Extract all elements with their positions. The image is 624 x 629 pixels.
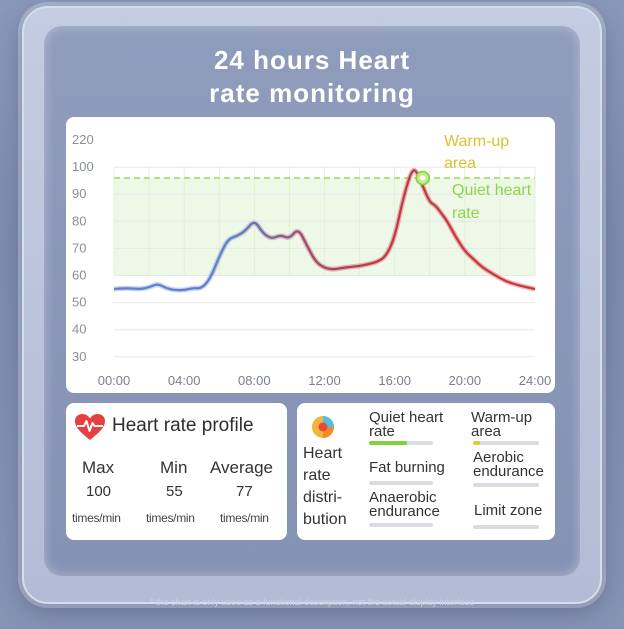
min-value: 55	[166, 483, 183, 500]
y-tick-label: 70	[72, 240, 86, 255]
distribution-title-line: bution	[303, 511, 347, 528]
zone-label-line: Limit zone	[474, 502, 543, 519]
y-tick-label: 100	[72, 159, 94, 174]
min-label: Min	[160, 458, 188, 477]
heart-rate-chart: 220 100 90 80 70 60 50 40 30 00:00 04:00 08:00 12:00…	[66, 117, 555, 393]
zone-fat-burning-label: Fat burning	[369, 459, 445, 476]
x-tick-label: 20:00	[449, 373, 482, 388]
average-value: 77	[236, 483, 253, 500]
zone-label-line: area	[471, 423, 502, 440]
zone-anaerobic-endurance-bar	[369, 523, 433, 527]
zone-warm-up-area-label: Warm-up area	[471, 409, 533, 440]
max-value: 100	[86, 483, 112, 500]
y-tick-label: 60	[72, 268, 86, 283]
annotation-quiet-line1: Quiet heart	[452, 182, 532, 199]
zone-label-line: rate	[369, 423, 395, 440]
y-tick-label: 40	[72, 322, 86, 337]
zone-label-line: Quiet heart	[369, 409, 444, 426]
average-label: Average	[210, 458, 274, 477]
quiet-heart-rate-marker-center	[420, 175, 426, 181]
y-tick-label: 30	[72, 349, 86, 364]
chart-svg: 220 100 90 80 70 60 50 40 30 00:00 04:00 08:00 12:00…	[72, 132, 552, 388]
zone-warm-up-area-bar	[473, 441, 539, 445]
x-tick-label: 00:00	[98, 373, 131, 388]
zone-limit-zone-bar	[473, 525, 539, 529]
footnote: * the chart is only used as a functional…	[149, 597, 475, 607]
annotation-quiet-line2: rate	[452, 205, 480, 222]
zone-quiet-heart-rate-bar	[369, 441, 433, 445]
zone-bar-fill	[473, 441, 480, 445]
distribution-title: Heart rate distri- bution	[303, 443, 365, 531]
heart-rate-line	[113, 169, 536, 292]
distribution-title-line: distri-	[303, 489, 343, 506]
page-title: 24 hours Heart rate monitoring	[44, 44, 580, 110]
y-tick-label: 80	[72, 213, 86, 228]
y-tick-label: 220	[72, 132, 94, 147]
y-tick-label: 50	[72, 295, 86, 310]
distribution-title-line: rate	[303, 467, 331, 484]
zone-bar-fill	[369, 441, 408, 445]
pie-chart-icon	[312, 416, 334, 438]
max-label: Max	[82, 458, 115, 477]
heart-rate-profile-card: Heart rate profile Max Min Average 100 5…	[66, 403, 287, 540]
x-tick-label: 12:00	[308, 373, 341, 388]
zone-label-line: endurance	[369, 503, 440, 520]
zone-label-line: Fat burning	[369, 459, 445, 476]
x-tick-label: 08:00	[238, 373, 271, 388]
title-line-2: rate monitoring	[209, 78, 415, 108]
zone-limit-zone-label: Limit zone	[474, 502, 543, 519]
distribution-title-line: Heart	[303, 445, 343, 462]
zone-fat-burning-bar	[369, 481, 433, 485]
title-line-1: 24 hours Heart	[213, 45, 411, 75]
zone-aerobic-endurance-label: Aerobic endurance	[473, 449, 544, 480]
zone-quiet-heart-rate-label: Quiet heart rate	[369, 409, 444, 440]
zone-label-line: Warm-up	[471, 409, 533, 426]
profile-title: Heart rate profile	[112, 415, 254, 436]
zone-label-line: Anaerobic	[369, 489, 437, 506]
min-unit: times/min	[146, 511, 195, 525]
x-tick-label: 16:00	[378, 373, 411, 388]
zone-label-line: Aerobic	[473, 449, 524, 466]
average-unit: times/min	[220, 511, 269, 525]
x-tick-label: 04:00	[168, 373, 201, 388]
heart-pulse-icon	[75, 414, 105, 440]
zone-anaerobic-endurance-label: Anaerobic endurance	[369, 489, 440, 520]
x-tick-label: 24:00	[519, 373, 552, 388]
y-tick-label: 90	[72, 186, 86, 201]
max-unit: times/min	[72, 511, 121, 525]
heart-rate-distribution-card: Heart rate distri- bution Quiet heart ra…	[297, 403, 555, 540]
zone-label-line: endurance	[473, 463, 544, 480]
annotation-warm-up-line1: Warm-up	[444, 133, 509, 150]
zone-aerobic-endurance-bar	[473, 483, 539, 487]
annotation-warm-up-line2: area	[444, 155, 476, 172]
